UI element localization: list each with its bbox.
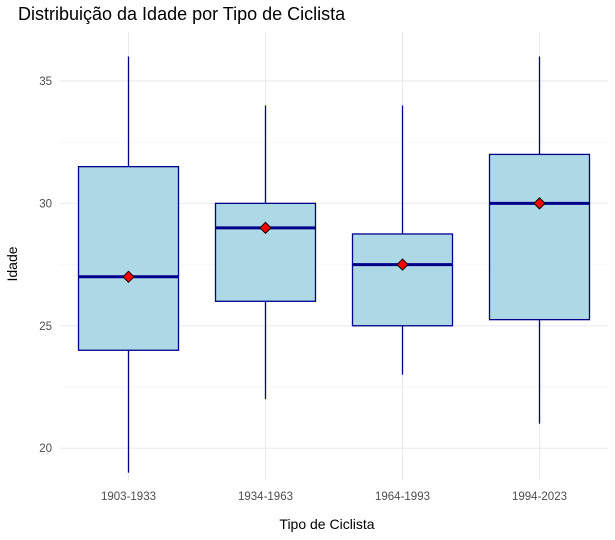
- mean-marker: [533, 197, 546, 210]
- mean-marker: [396, 258, 409, 271]
- box-iqr: [214, 202, 317, 302]
- box-1934-1963: [214, 105, 317, 400]
- mean-marker: [122, 270, 135, 284]
- x-tick-label: 1934-1963: [238, 491, 293, 503]
- y-tick-label: 25: [39, 321, 52, 333]
- x-axis-ticks: 1903-1933 1934-1963 1964-1993 1994-2023: [101, 491, 567, 503]
- chart-title: Distribuição da Idade por Tipo de Ciclis…: [18, 4, 346, 24]
- x-tick-label: 1903-1933: [101, 491, 156, 503]
- y-axis-ticks: 20 25 30 35: [39, 76, 52, 455]
- y-tick-label: 20: [39, 443, 52, 455]
- box-iqr: [77, 165, 180, 351]
- y-tick-label: 30: [39, 198, 52, 210]
- y-axis-title: Idade: [4, 246, 20, 281]
- box-iqr: [351, 233, 454, 327]
- box-1994-2023: [488, 56, 591, 424]
- x-tick-label: 1964-1993: [375, 491, 430, 503]
- x-tick-label: 1994-2023: [512, 491, 567, 503]
- mean-marker: [259, 221, 272, 235]
- x-axis-title: Tipo de Ciclista: [279, 516, 374, 532]
- boxes: [77, 56, 591, 473]
- box-iqr: [488, 153, 591, 321]
- box-1964-1993: [351, 105, 454, 375]
- y-tick-label: 35: [39, 76, 52, 88]
- box-1903-1933: [77, 56, 180, 473]
